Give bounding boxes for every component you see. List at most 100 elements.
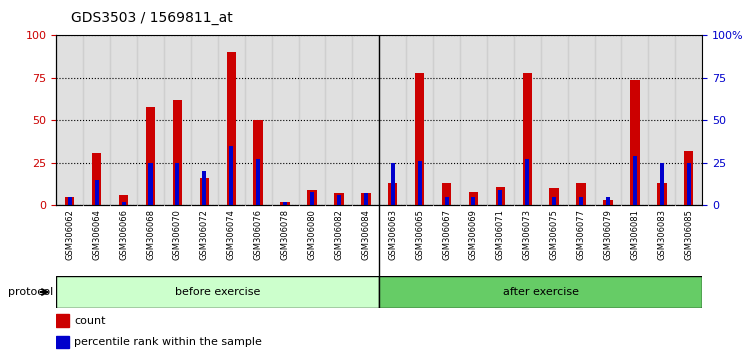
Bar [379, 35, 406, 205]
Text: GSM306085: GSM306085 [684, 209, 693, 260]
Bar [245, 35, 272, 205]
Bar [245, 205, 272, 276]
Bar [176, 163, 179, 205]
Text: GSM306077: GSM306077 [577, 209, 586, 260]
Bar [675, 35, 702, 205]
Text: GSM306079: GSM306079 [604, 209, 613, 260]
Bar [56, 35, 83, 205]
Text: GSM306067: GSM306067 [442, 209, 451, 260]
Bar [433, 205, 460, 276]
Bar [418, 161, 421, 205]
Text: GSM306069: GSM306069 [469, 209, 478, 260]
Bar [499, 190, 502, 205]
Bar [361, 193, 370, 205]
Text: GSM306062: GSM306062 [65, 209, 74, 260]
Bar [283, 202, 287, 205]
Bar [460, 205, 487, 276]
Bar [110, 205, 137, 276]
Bar [686, 163, 691, 205]
Text: GSM306063: GSM306063 [388, 209, 397, 260]
Bar [595, 205, 622, 276]
Bar [137, 205, 164, 276]
Bar [675, 205, 702, 276]
Bar [56, 205, 83, 276]
Bar [56, 314, 69, 327]
Text: GSM306083: GSM306083 [657, 209, 666, 260]
Bar [684, 151, 693, 205]
Bar [379, 205, 406, 276]
Text: GSM306078: GSM306078 [281, 209, 290, 260]
Bar [579, 197, 583, 205]
Bar [149, 163, 152, 205]
Bar [310, 192, 314, 205]
Bar [137, 35, 164, 205]
Bar [442, 183, 451, 205]
Bar [56, 276, 379, 308]
Text: GSM306072: GSM306072 [200, 209, 209, 260]
Bar [256, 159, 260, 205]
Bar [92, 153, 101, 205]
Bar [622, 205, 648, 276]
Bar [83, 35, 110, 205]
Text: GSM306076: GSM306076 [254, 209, 263, 260]
Bar [299, 205, 325, 276]
Bar [630, 80, 640, 205]
Bar [272, 35, 299, 205]
Bar [307, 190, 317, 205]
Bar [352, 35, 379, 205]
Bar [202, 171, 207, 205]
Bar [146, 107, 155, 205]
Text: count: count [74, 316, 106, 326]
Bar [352, 205, 379, 276]
Text: GSM306081: GSM306081 [630, 209, 639, 260]
Bar [460, 35, 487, 205]
Bar [65, 197, 74, 205]
Bar [272, 205, 299, 276]
Bar [603, 200, 613, 205]
Bar [568, 205, 595, 276]
Bar [391, 163, 395, 205]
Bar [83, 205, 110, 276]
Bar [299, 35, 325, 205]
Bar [514, 205, 541, 276]
Bar [660, 163, 664, 205]
Bar [472, 197, 475, 205]
Bar [496, 187, 505, 205]
Bar [173, 100, 182, 205]
Bar [406, 205, 433, 276]
Bar [68, 197, 72, 205]
Bar [122, 202, 125, 205]
Bar [280, 202, 290, 205]
Text: GDS3503 / 1569811_at: GDS3503 / 1569811_at [71, 11, 233, 25]
Bar [568, 35, 595, 205]
Bar [119, 195, 128, 205]
Bar [253, 120, 263, 205]
Text: GSM306071: GSM306071 [496, 209, 505, 260]
Text: GSM306074: GSM306074 [227, 209, 236, 260]
Bar [110, 35, 137, 205]
Text: GSM306068: GSM306068 [146, 209, 155, 260]
Bar [541, 35, 568, 205]
Bar [164, 205, 191, 276]
Bar [406, 35, 433, 205]
Bar [487, 205, 514, 276]
Bar [229, 146, 234, 205]
Bar [550, 188, 559, 205]
Bar [433, 35, 460, 205]
Text: GSM306073: GSM306073 [523, 209, 532, 260]
Bar [487, 35, 514, 205]
Text: GSM306066: GSM306066 [119, 209, 128, 260]
Bar [415, 73, 424, 205]
Bar [648, 35, 675, 205]
Bar [227, 52, 236, 205]
Text: before exercise: before exercise [175, 287, 261, 297]
Bar [552, 197, 556, 205]
Text: after exercise: after exercise [502, 287, 579, 297]
Bar [95, 180, 98, 205]
Text: GSM306084: GSM306084 [361, 209, 370, 260]
Bar [191, 35, 218, 205]
Bar [325, 205, 352, 276]
Text: GSM306075: GSM306075 [550, 209, 559, 260]
Bar [191, 205, 218, 276]
Text: GSM306082: GSM306082 [334, 209, 343, 260]
